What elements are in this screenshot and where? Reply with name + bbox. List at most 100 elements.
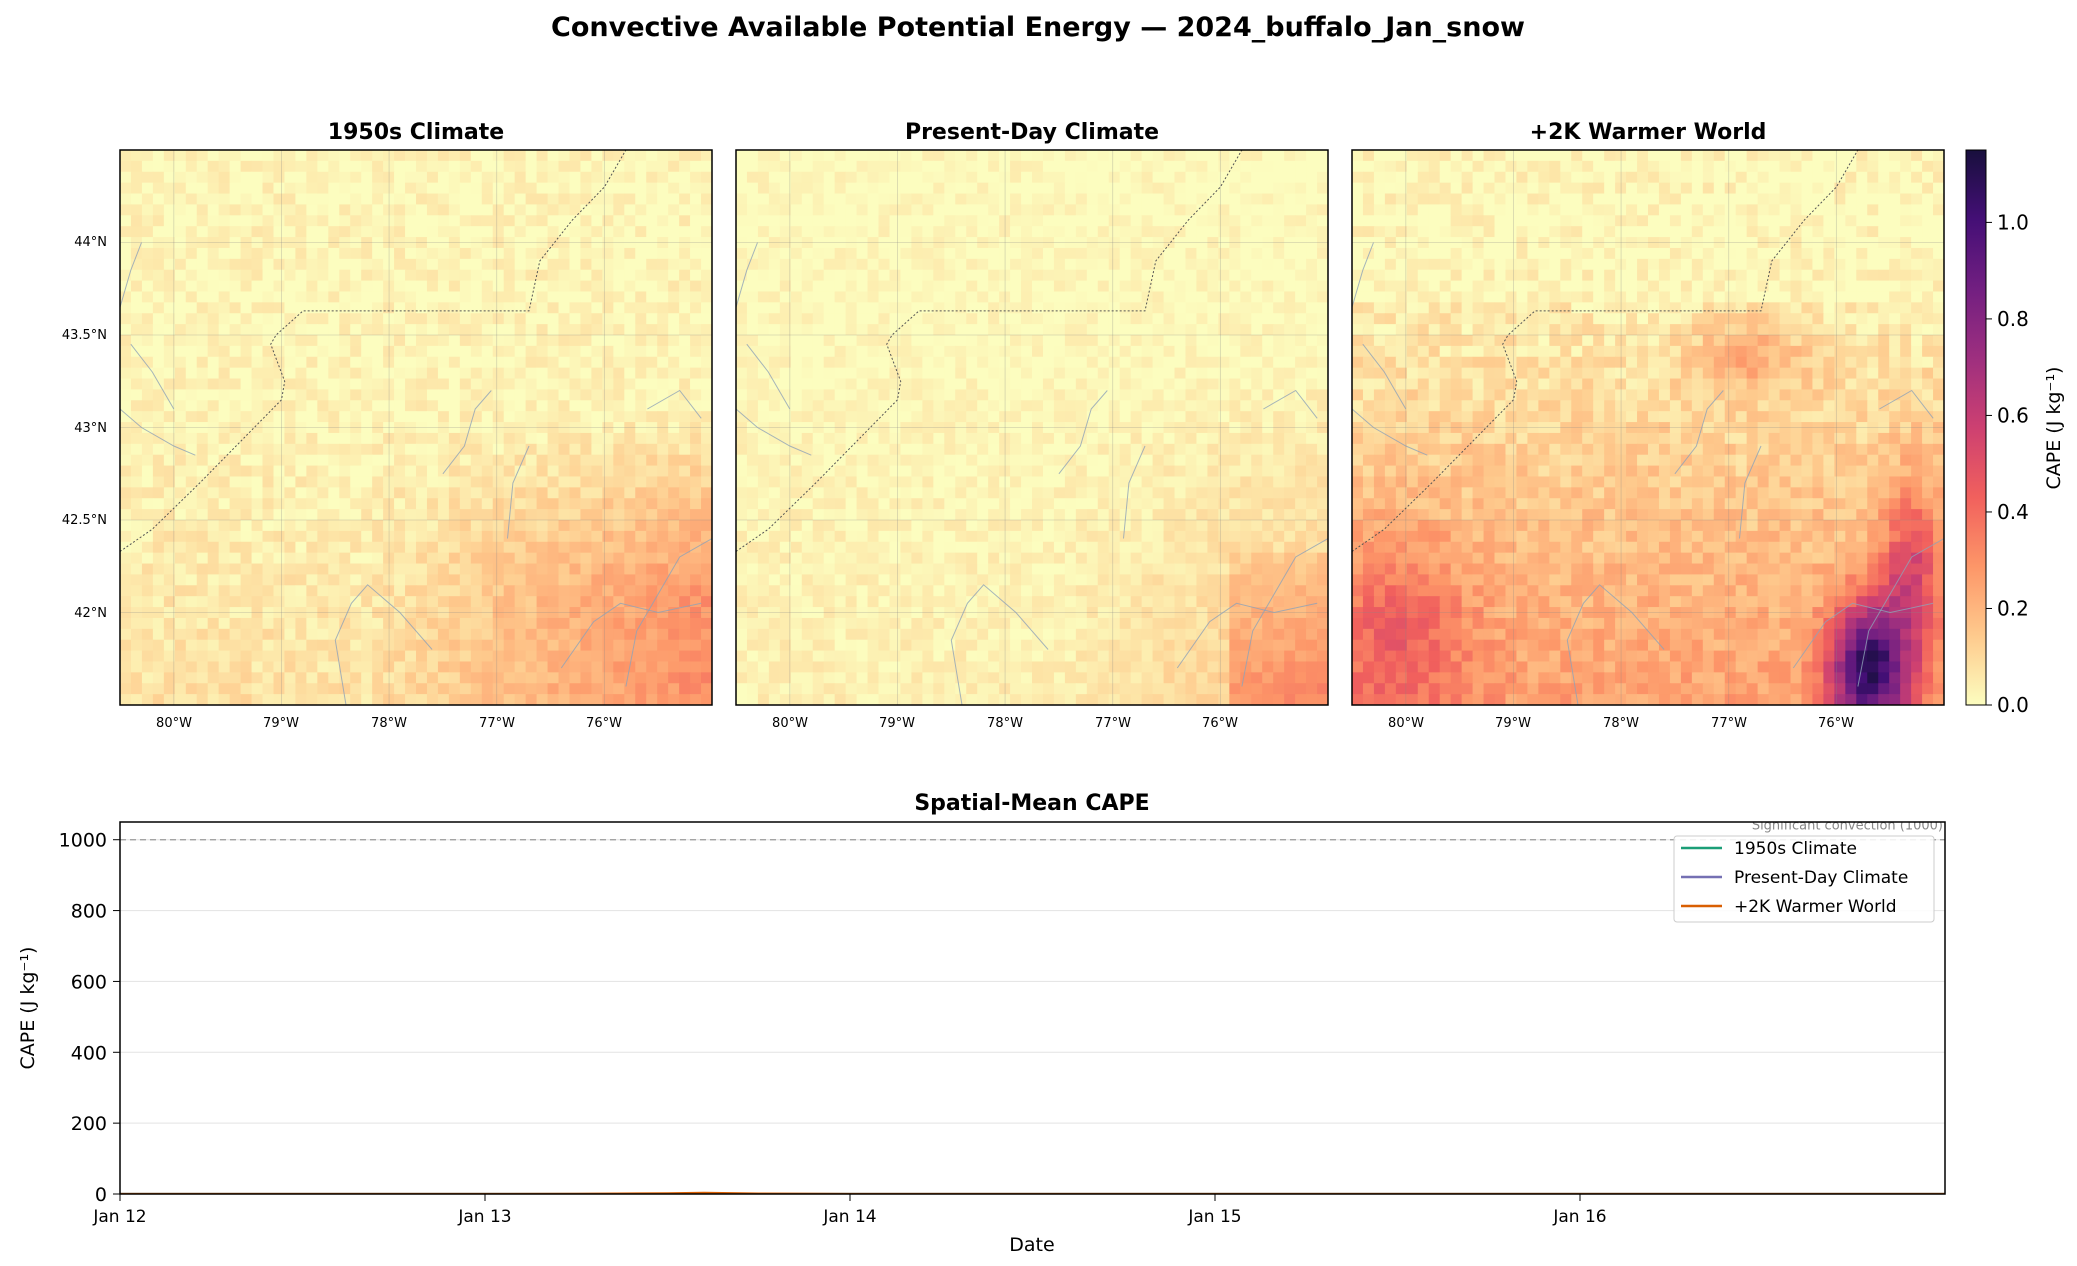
heatmap-cell (503, 563, 516, 576)
heatmap-cell (536, 150, 549, 162)
heatmap-cell (339, 454, 351, 467)
heatmap-cell (328, 487, 340, 499)
heatmap-cell (251, 367, 264, 380)
heatmap-cell (306, 596, 318, 608)
heatmap-cell (1196, 454, 1208, 467)
heatmap-cell (834, 574, 847, 586)
heatmap-cell (163, 193, 176, 206)
heatmap-cell (801, 541, 814, 554)
heatmap-cell (141, 585, 154, 597)
heatmap-cell (955, 269, 967, 282)
heatmap-cell (525, 498, 538, 510)
heatmap-cell (251, 389, 264, 401)
heatmap-cell (1218, 378, 1230, 391)
heatmap-cell (812, 215, 825, 227)
heatmap-cell (372, 694, 384, 705)
heatmap-cell (602, 215, 614, 227)
heatmap-cell (394, 694, 406, 705)
heatmap-cell (845, 509, 858, 521)
heatmap-cell (668, 160, 680, 173)
heatmap-cell (339, 683, 351, 695)
heatmap-cell (790, 291, 803, 303)
heatmap-cell (889, 520, 902, 532)
heatmap-cell (1097, 422, 1110, 434)
heatmap-cell (372, 541, 384, 554)
heatmap-cell (1262, 356, 1274, 369)
heatmap-cell (152, 498, 165, 510)
heatmap-cell (602, 607, 614, 619)
heatmap-cell (1119, 269, 1132, 282)
heatmap-cell (624, 650, 636, 663)
heatmap-cell (878, 247, 891, 260)
heatmap-cell (1064, 182, 1077, 195)
heatmap-cell (383, 443, 395, 456)
heatmap-cell (141, 443, 154, 456)
heatmap-cell (801, 476, 814, 488)
heatmap-cell (988, 400, 1000, 412)
heatmap-cell (1229, 258, 1241, 271)
heatmap-cell (1152, 443, 1165, 456)
heatmap-cell (525, 356, 538, 369)
heatmap-cell (1064, 247, 1077, 260)
heatmap-cell (999, 160, 1011, 173)
heatmap-cell (1152, 356, 1165, 369)
heatmap-cell (845, 411, 858, 423)
heatmap-cell (284, 520, 296, 532)
heatmap-cell (635, 574, 647, 586)
heatmap-cell (635, 650, 647, 663)
heatmap-cell (966, 193, 978, 206)
heatmap-cell (284, 607, 296, 619)
heatmap-cell (196, 683, 209, 695)
heatmap-cell (746, 585, 759, 597)
heatmap-cell (547, 541, 560, 554)
heatmap-cell (525, 171, 538, 184)
heatmap-cell (492, 683, 505, 695)
heatmap-cell (185, 487, 198, 499)
heatmap-cell (437, 694, 450, 705)
heatmap-cell (229, 520, 242, 532)
heatmap-cell (251, 400, 264, 412)
heatmap-cell (955, 345, 967, 358)
heatmap-cell (911, 171, 923, 184)
heatmap-cell (525, 454, 538, 467)
heatmap-cell (525, 683, 538, 695)
heatmap-cell (1053, 335, 1066, 347)
heatmap-cell (1108, 335, 1121, 347)
heatmap-cell (350, 237, 362, 249)
heatmap-cell (1251, 356, 1263, 369)
heatmap-cell (768, 324, 781, 336)
heatmap-cell (251, 552, 264, 565)
heatmap-cell (229, 247, 242, 260)
heatmap-cell (1152, 160, 1165, 173)
heatmap-cell (1262, 509, 1274, 521)
heatmap-cell (130, 324, 143, 336)
heatmap-cell (569, 291, 582, 303)
heatmap-cell (120, 498, 132, 510)
heatmap-cell (350, 628, 362, 641)
heatmap-cell (361, 291, 373, 303)
heatmap-cell (120, 650, 132, 663)
heatmap-cell (459, 247, 472, 260)
heatmap-cell (801, 422, 814, 434)
heatmap-cell (251, 269, 264, 282)
heatmap-cell (746, 160, 759, 173)
heatmap-cell (591, 182, 603, 195)
heatmap-cell (1317, 313, 1328, 325)
heatmap-cell (1130, 476, 1143, 488)
heatmap-cell (448, 313, 461, 325)
heatmap-cell (679, 465, 691, 478)
heatmap-cell (646, 422, 658, 434)
heatmap-cell (536, 291, 549, 303)
heatmap-cell (657, 258, 669, 271)
heatmap-cell (679, 661, 691, 673)
heatmap-cell (459, 150, 472, 162)
heatmap-cell (657, 596, 669, 608)
heatmap-cell (635, 487, 647, 499)
heatmap-cell (1174, 182, 1187, 195)
heatmap-cell (1010, 204, 1022, 216)
heatmap-cell (679, 160, 691, 173)
heatmap-cell (1130, 509, 1143, 521)
heatmap-cell (878, 378, 891, 391)
heatmap-cell (779, 454, 792, 467)
heatmap-cell (834, 400, 847, 412)
